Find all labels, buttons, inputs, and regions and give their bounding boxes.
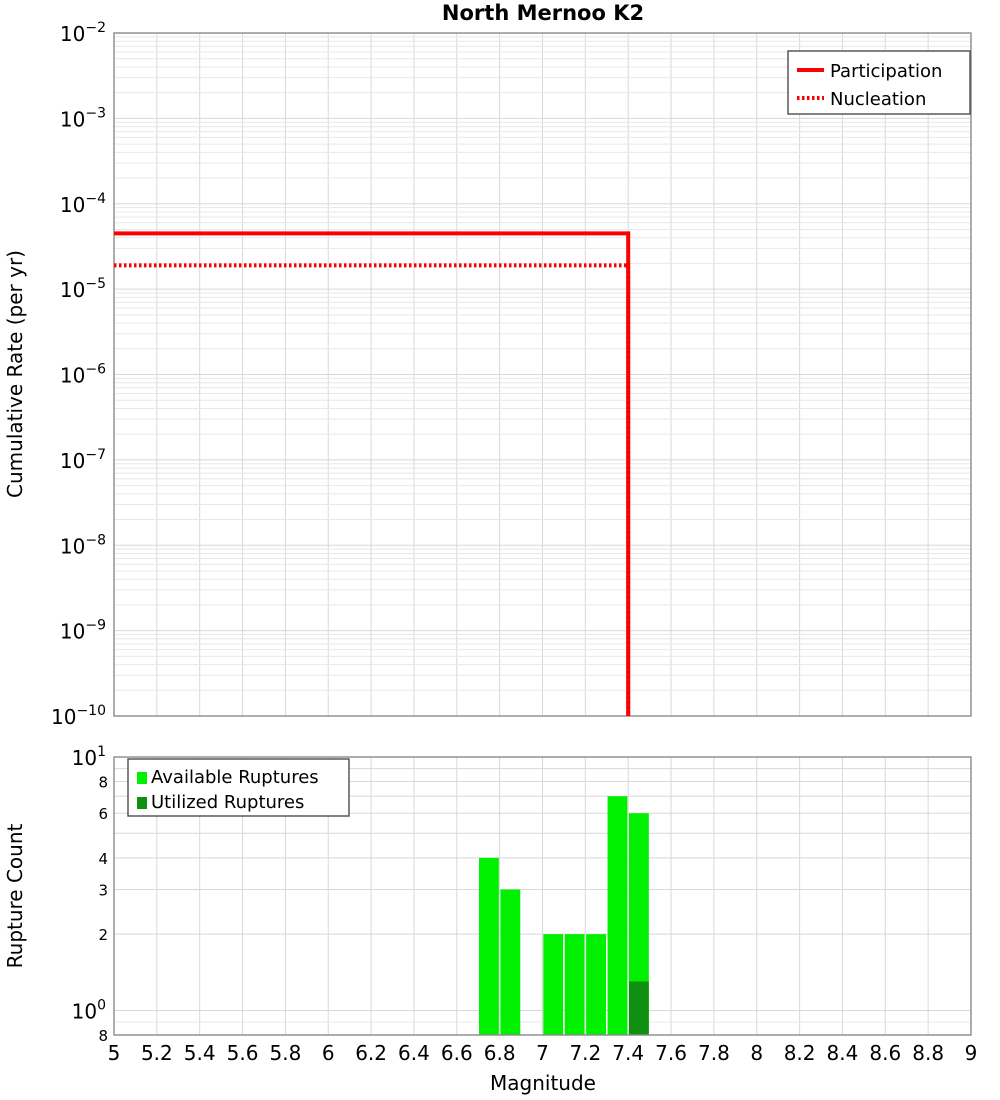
xaxis-label: Magnitude <box>490 1071 596 1095</box>
tick-label: 8.6 <box>869 1041 901 1065</box>
tick-label: 7.8 <box>698 1041 730 1065</box>
bar-available-ruptures <box>479 857 499 1035</box>
curve-participation <box>114 231 631 716</box>
tick-label: 5.8 <box>269 1041 301 1065</box>
tick-label: 8.2 <box>784 1041 816 1065</box>
tick-label: 5.4 <box>184 1041 216 1065</box>
legend-swatch-available-ruptures <box>137 772 147 784</box>
tick-label: 8 <box>98 774 108 792</box>
tick-label: 6.8 <box>484 1041 516 1065</box>
bottom-panel-legend[interactable]: Available Ruptures Utilized Ruptures <box>127 758 350 817</box>
bar-available-ruptures <box>629 813 649 1035</box>
tick-label: 10−9 <box>60 618 106 644</box>
legend-label-available-ruptures: Available Ruptures <box>151 767 319 788</box>
tick-label: 3 <box>98 882 108 900</box>
top-panel-ytick-labels: 10−2 10−3 10−4 10−5 10−6 10−7 10−8 10−9 10−10 <box>51 20 106 729</box>
top-panel-curves <box>114 231 631 716</box>
tick-label: 5.6 <box>227 1041 259 1065</box>
top-panel-ylabel: Cumulative Rate (per yr) <box>3 250 27 498</box>
tick-label: 2 <box>98 926 108 944</box>
rupture-count-panel: 101 100 8 6 4 3 2 8 5 5.2 5.4 5.6 5.8 6 6.2 6.4 6.6 6.8 7… <box>3 744 977 1095</box>
tick-label: 10−2 <box>60 20 106 46</box>
top-plot-frame <box>113 32 972 717</box>
tick-label: 6.2 <box>355 1041 387 1065</box>
top-panel-legend[interactable]: Participation Nucleation <box>787 50 971 115</box>
tick-label: 7.6 <box>655 1041 687 1065</box>
tick-label: 10−10 <box>51 703 106 729</box>
bottom-legend-box <box>127 758 350 817</box>
tick-label: 10−3 <box>60 105 106 131</box>
rupture-count-bars <box>479 796 649 1035</box>
tick-label: 7.4 <box>612 1041 644 1065</box>
bar-available-ruptures <box>586 934 606 1035</box>
bottom-panel-ytick-labels: 101 100 8 6 4 3 2 8 <box>72 744 108 1045</box>
tick-label: 8 <box>750 1041 763 1065</box>
bottom-plot-frame <box>113 756 972 1036</box>
tick-label: 6.6 <box>441 1041 473 1065</box>
tick-label: 10−8 <box>60 532 106 558</box>
tick-label: 10−5 <box>60 276 106 302</box>
legend-label-nucleation: Nucleation <box>830 89 926 110</box>
bottom-panel-ylabel: Rupture Count <box>3 823 27 968</box>
bar-available-ruptures <box>500 889 521 1035</box>
tick-label: 5.2 <box>141 1041 173 1065</box>
bar-available-ruptures <box>543 934 564 1035</box>
tick-label: 6.4 <box>398 1041 430 1065</box>
tick-label: 7 <box>536 1041 549 1065</box>
tick-label: 8 <box>98 1027 108 1045</box>
legend-label-participation: Participation <box>830 61 942 82</box>
legend-label-utilized-ruptures: Utilized Ruptures <box>151 792 304 813</box>
top-panel-gridlines <box>113 32 972 717</box>
top-legend-box <box>787 50 971 115</box>
tick-label: 6 <box>98 805 108 823</box>
tick-label: 9 <box>965 1041 978 1065</box>
tick-label: 7.2 <box>569 1041 601 1065</box>
tick-label: 101 <box>72 744 106 770</box>
tick-label: 10−6 <box>60 362 106 388</box>
legend-swatch-utilized-ruptures <box>137 797 147 809</box>
tick-label: 8.8 <box>912 1041 944 1065</box>
cumulative-rate-panel: 10−2 10−3 10−4 10−5 10−6 10−7 10−8 10−9 10−10 Cu… <box>3 20 972 729</box>
curve-nucleation <box>114 263 631 716</box>
magnitude-xtick-labels: 5 5.2 5.4 5.6 5.8 6 6.2 6.4 6.6 6.8 7 7.2 7.4 7.6 7.8 8… <box>108 1041 978 1065</box>
bar-available-ruptures <box>607 796 628 1035</box>
bar-available-ruptures <box>564 934 585 1035</box>
tick-label: 10−4 <box>60 191 106 217</box>
tick-label: 8.4 <box>827 1041 859 1065</box>
tick-label: 5 <box>108 1041 121 1065</box>
tick-label: 100 <box>72 997 106 1023</box>
tick-label: 6 <box>322 1041 335 1065</box>
tick-label: 10−7 <box>60 447 106 473</box>
bar-utilized-ruptures <box>629 981 649 1035</box>
page-title: North Mernoo K2 <box>442 1 644 25</box>
tick-label: 4 <box>98 850 108 868</box>
